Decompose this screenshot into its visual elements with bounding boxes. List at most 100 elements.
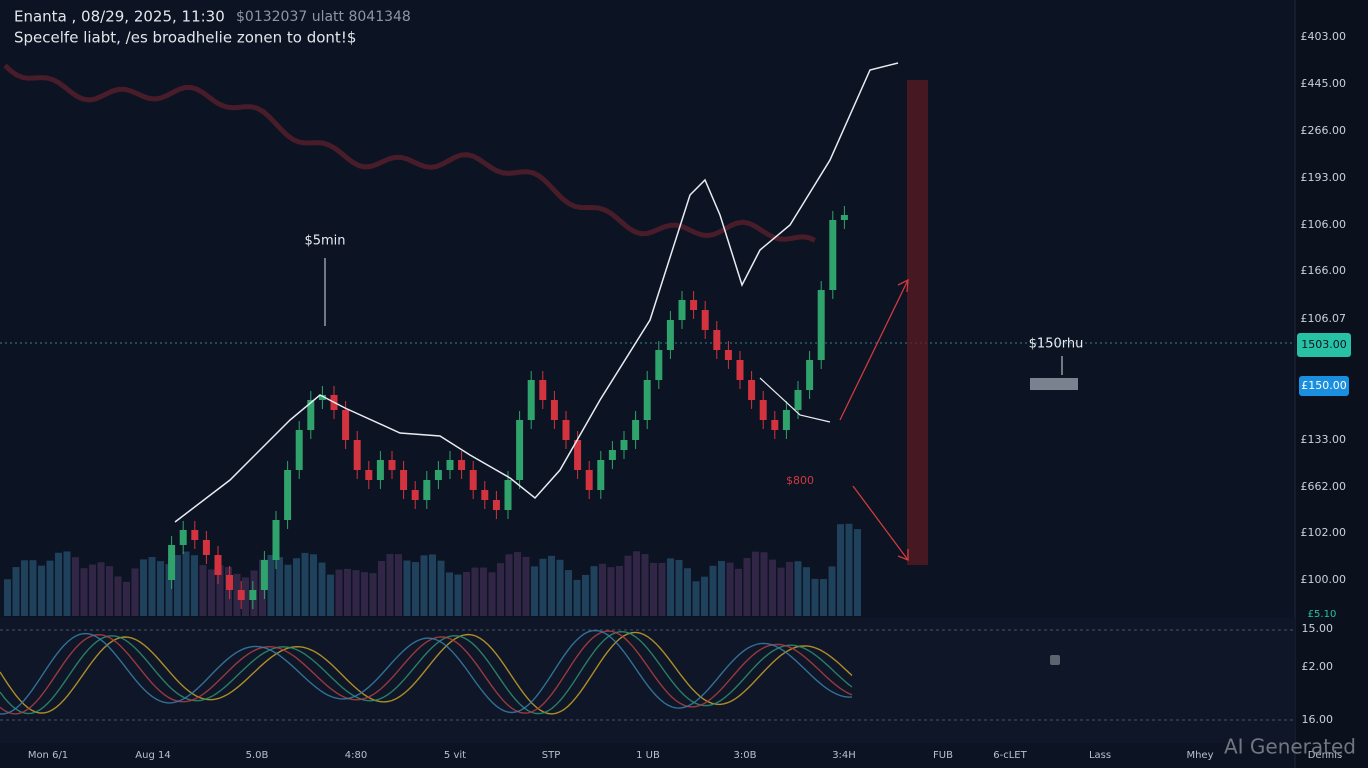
candle-body (214, 555, 222, 575)
volume-bar (80, 568, 88, 616)
volume-bar (718, 560, 725, 616)
volume-bar (38, 565, 45, 616)
candle-body (678, 300, 686, 320)
time-label: Mhey (1186, 750, 1213, 761)
candle-body (782, 410, 790, 430)
volume-bar (471, 567, 479, 616)
volume-bar (684, 568, 691, 616)
volume-bar (701, 576, 708, 616)
volume-bar (548, 555, 555, 616)
candle-body (342, 410, 350, 440)
forecast-curve-lower (759, 377, 831, 423)
forecast-curve (174, 62, 899, 523)
candle-body (516, 420, 524, 480)
candle-body (434, 470, 442, 480)
price-label: £445.00 (1301, 77, 1347, 90)
volume-bar (140, 559, 147, 616)
candle-body (504, 480, 512, 510)
volume-bar (403, 560, 411, 616)
down-arrow-head (897, 549, 909, 561)
candle-body (272, 520, 280, 560)
osc-label: 16.00 (1302, 713, 1334, 726)
volume-bar (845, 523, 853, 616)
volume-bar (157, 561, 164, 616)
volume-bar (616, 565, 623, 616)
volume-bar (352, 570, 360, 616)
volume-bar (488, 572, 496, 616)
volume-bar (582, 574, 589, 616)
candle-body (353, 440, 361, 470)
price-label: £403.00 (1301, 30, 1347, 43)
candle-body (318, 395, 326, 400)
volume-bar (633, 551, 640, 616)
ticker-info: $0132037 ulatt 8041348 (236, 9, 411, 25)
candle-body (620, 440, 628, 450)
volume-bar (310, 554, 317, 616)
volume-bar (828, 566, 836, 616)
volume-bar (624, 555, 632, 616)
candle-body (771, 420, 779, 430)
osc-line (0, 629, 852, 715)
candle-body (724, 350, 732, 360)
volume-bar (692, 581, 700, 616)
volume-bar (429, 554, 436, 616)
candle-body (411, 490, 419, 500)
time-label: 6-cLET (993, 750, 1027, 761)
watermark: AI Generated (1224, 735, 1356, 759)
price-label: £100.00 (1301, 573, 1347, 586)
candle-body (481, 490, 489, 500)
candle-body (585, 470, 593, 490)
time-label: Mon 6/1 (28, 750, 68, 761)
price-label: £193.00 (1301, 171, 1347, 184)
volume-bar (709, 565, 717, 616)
osc-label: £2.00 (1302, 660, 1334, 673)
volume-bar (191, 555, 198, 616)
volume-bar (505, 554, 513, 616)
volume-bar (412, 562, 419, 616)
candle-body (237, 590, 245, 600)
candle-body (365, 470, 373, 480)
volume-bar (607, 567, 615, 616)
volume-bar (361, 572, 368, 616)
volume-bar (769, 559, 776, 616)
volume-bar (89, 564, 96, 616)
volume-bar (658, 562, 666, 616)
candle-body (550, 400, 558, 420)
volume-bar (378, 560, 385, 616)
volume-bar (4, 579, 11, 616)
volume-bar (12, 567, 20, 616)
volume-bar (760, 552, 768, 616)
price-label: £166.00 (1301, 264, 1347, 277)
candle-body (666, 320, 674, 350)
time-label: Lass (1089, 750, 1111, 761)
highlight-zone (907, 80, 928, 565)
volume-bar (573, 579, 581, 616)
time-label: 4:80 (345, 750, 367, 761)
time-axis: Mon 6/1 Aug 14 5.0B 4:80 5 vit STP 1 UB 3:0B 3:4… (28, 750, 1342, 761)
volume-bar (97, 562, 105, 616)
candle-body (759, 400, 767, 420)
candle-body (284, 470, 292, 520)
volume-bar (675, 559, 683, 616)
price-label: £102.00 (1301, 526, 1347, 539)
volume-bar (216, 565, 224, 616)
candle-body (458, 460, 466, 470)
price-label: £266.00 (1301, 124, 1347, 137)
volume-bar (29, 560, 37, 616)
marker-badge (1299, 376, 1349, 396)
price-label: £662.00 (1301, 480, 1347, 493)
volume-bar (667, 558, 674, 616)
candle-body (423, 480, 431, 500)
volume-bar (242, 577, 249, 616)
subtitle: Specelfe liabt, /es broadhelie zonen to … (14, 29, 356, 47)
price-label: £106.07 (1301, 312, 1347, 325)
current-badge-label: 1503.00 (1301, 338, 1347, 351)
time-label: 3:0B (734, 750, 757, 761)
candle-body (643, 380, 651, 420)
volume-bar (794, 561, 802, 616)
candle-body (632, 420, 640, 440)
osc-label: 15.00 (1302, 622, 1334, 635)
volume-bar (590, 566, 598, 616)
volume-bar (650, 562, 657, 616)
